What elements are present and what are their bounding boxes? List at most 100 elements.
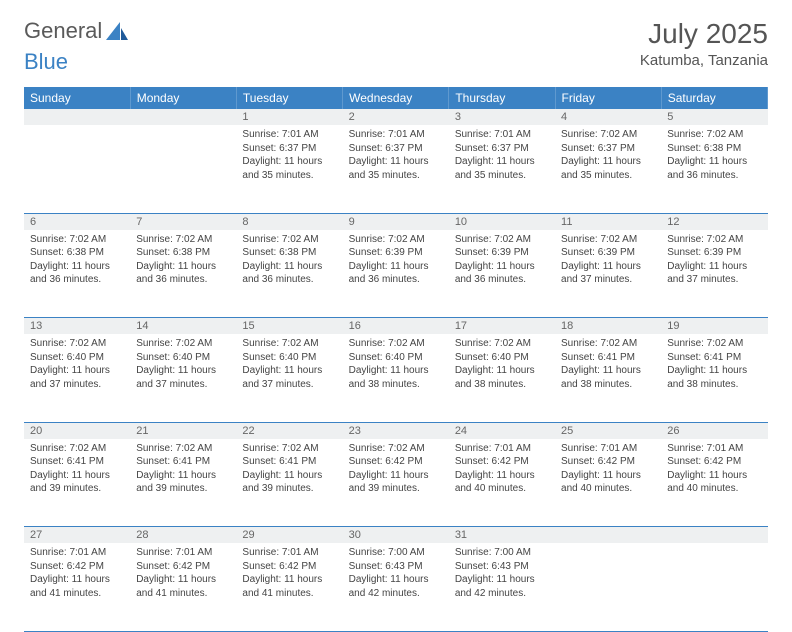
day-cell: Sunrise: 7:02 AMSunset: 6:39 PMDaylight:… bbox=[661, 230, 767, 318]
day-cell: Sunrise: 7:02 AMSunset: 6:41 PMDaylight:… bbox=[24, 439, 130, 527]
day-content: Sunrise: 7:02 AMSunset: 6:41 PMDaylight:… bbox=[236, 439, 342, 502]
daylight-line: Daylight: 11 hours and 35 minutes. bbox=[242, 155, 336, 182]
daylight-line: Daylight: 11 hours and 35 minutes. bbox=[455, 155, 549, 182]
daylight-line: Daylight: 11 hours and 39 minutes. bbox=[136, 469, 230, 496]
day-cell: Sunrise: 7:01 AMSunset: 6:37 PMDaylight:… bbox=[236, 125, 342, 213]
day-cell: Sunrise: 7:02 AMSunset: 6:41 PMDaylight:… bbox=[661, 334, 767, 422]
logo-blue: Blue bbox=[24, 49, 768, 75]
sunset-line: Sunset: 6:38 PM bbox=[667, 142, 761, 156]
day-number: 29 bbox=[236, 527, 342, 544]
day-number: 23 bbox=[343, 422, 449, 439]
sunrise-line: Sunrise: 7:01 AM bbox=[242, 128, 336, 142]
sunrise-line: Sunrise: 7:01 AM bbox=[30, 546, 124, 560]
daynum-row: 13141516171819 bbox=[24, 318, 768, 335]
day-content: Sunrise: 7:02 AMSunset: 6:41 PMDaylight:… bbox=[555, 334, 661, 397]
sunset-line: Sunset: 6:41 PM bbox=[30, 455, 124, 469]
day-number: 12 bbox=[661, 213, 767, 230]
sunset-line: Sunset: 6:42 PM bbox=[242, 560, 336, 574]
daylight-line: Daylight: 11 hours and 38 minutes. bbox=[561, 364, 655, 391]
day-number: 6 bbox=[24, 213, 130, 230]
day-cell: Sunrise: 7:01 AMSunset: 6:42 PMDaylight:… bbox=[555, 439, 661, 527]
sunrise-line: Sunrise: 7:02 AM bbox=[349, 442, 443, 456]
sunrise-line: Sunrise: 7:01 AM bbox=[349, 128, 443, 142]
daylight-line: Daylight: 11 hours and 37 minutes. bbox=[242, 364, 336, 391]
daylight-line: Daylight: 11 hours and 36 minutes. bbox=[349, 260, 443, 287]
logo-sail-icon bbox=[106, 22, 128, 40]
day-cell: Sunrise: 7:02 AMSunset: 6:38 PMDaylight:… bbox=[661, 125, 767, 213]
sunset-line: Sunset: 6:40 PM bbox=[30, 351, 124, 365]
daylight-line: Daylight: 11 hours and 40 minutes. bbox=[455, 469, 549, 496]
day-cell bbox=[661, 543, 767, 631]
day-cell: Sunrise: 7:02 AMSunset: 6:38 PMDaylight:… bbox=[130, 230, 236, 318]
day-cell: Sunrise: 7:01 AMSunset: 6:42 PMDaylight:… bbox=[661, 439, 767, 527]
sunset-line: Sunset: 6:39 PM bbox=[667, 246, 761, 260]
day-content: Sunrise: 7:02 AMSunset: 6:39 PMDaylight:… bbox=[343, 230, 449, 293]
day-content: Sunrise: 7:02 AMSunset: 6:39 PMDaylight:… bbox=[555, 230, 661, 293]
daylight-line: Daylight: 11 hours and 40 minutes. bbox=[561, 469, 655, 496]
sunrise-line: Sunrise: 7:02 AM bbox=[30, 442, 124, 456]
daylight-line: Daylight: 11 hours and 41 minutes. bbox=[136, 573, 230, 600]
sunset-line: Sunset: 6:37 PM bbox=[349, 142, 443, 156]
daylight-line: Daylight: 11 hours and 36 minutes. bbox=[136, 260, 230, 287]
sunrise-line: Sunrise: 7:00 AM bbox=[455, 546, 549, 560]
day-number: 18 bbox=[555, 318, 661, 335]
day-number: 16 bbox=[343, 318, 449, 335]
daylight-line: Daylight: 11 hours and 36 minutes. bbox=[242, 260, 336, 287]
sunset-line: Sunset: 6:41 PM bbox=[561, 351, 655, 365]
sunrise-line: Sunrise: 7:02 AM bbox=[242, 337, 336, 351]
sunrise-line: Sunrise: 7:02 AM bbox=[242, 233, 336, 247]
sunset-line: Sunset: 6:43 PM bbox=[349, 560, 443, 574]
day-content: Sunrise: 7:02 AMSunset: 6:37 PMDaylight:… bbox=[555, 125, 661, 188]
sunset-line: Sunset: 6:38 PM bbox=[136, 246, 230, 260]
daynum-row: 20212223242526 bbox=[24, 422, 768, 439]
day-number: 13 bbox=[24, 318, 130, 335]
day-header: Wednesday bbox=[343, 87, 449, 109]
sunrise-line: Sunrise: 7:02 AM bbox=[30, 233, 124, 247]
day-content: Sunrise: 7:00 AMSunset: 6:43 PMDaylight:… bbox=[449, 543, 555, 606]
week-row: Sunrise: 7:02 AMSunset: 6:41 PMDaylight:… bbox=[24, 439, 768, 527]
daylight-line: Daylight: 11 hours and 38 minutes. bbox=[455, 364, 549, 391]
day-cell: Sunrise: 7:02 AMSunset: 6:40 PMDaylight:… bbox=[24, 334, 130, 422]
daylight-line: Daylight: 11 hours and 37 minutes. bbox=[667, 260, 761, 287]
day-content: Sunrise: 7:02 AMSunset: 6:40 PMDaylight:… bbox=[236, 334, 342, 397]
day-content: Sunrise: 7:02 AMSunset: 6:40 PMDaylight:… bbox=[343, 334, 449, 397]
day-cell: Sunrise: 7:01 AMSunset: 6:42 PMDaylight:… bbox=[130, 543, 236, 631]
day-cell: Sunrise: 7:02 AMSunset: 6:38 PMDaylight:… bbox=[24, 230, 130, 318]
day-number: 2 bbox=[343, 109, 449, 125]
week-row: Sunrise: 7:02 AM Sunset: 6:40 PM Daylight:… bbox=[24, 334, 768, 422]
sunset-line: Sunset: 6:42 PM bbox=[136, 560, 230, 574]
day-cell: Sunrise: 7:02 AMSunset: 6:40 PMDaylight:… bbox=[449, 334, 555, 422]
day-cell: Sunrise: 7:02 AMSunset: 6:39 PMDaylight:… bbox=[343, 230, 449, 318]
sunset-line: Sunset: 6:42 PM bbox=[349, 455, 443, 469]
day-cell: Sunrise: 7:01 AMSunset: 6:42 PMDaylight:… bbox=[449, 439, 555, 527]
day-number: 20 bbox=[24, 422, 130, 439]
day-content: Sunrise: 7:02 AMSunset: 6:39 PMDaylight:… bbox=[449, 230, 555, 293]
day-content: Sunrise: 7:02 AMSunset: 6:41 PMDaylight:… bbox=[661, 334, 767, 397]
daylight-line: Daylight: 11 hours and 40 minutes. bbox=[667, 469, 761, 496]
logo-general: General bbox=[24, 18, 102, 44]
day-cell: Sunrise: 7:01 AMSunset: 6:42 PMDaylight:… bbox=[236, 543, 342, 631]
day-content: Sunrise: 7:01 AMSunset: 6:42 PMDaylight:… bbox=[24, 543, 130, 606]
sunset-line: Sunset: 6:39 PM bbox=[561, 246, 655, 260]
day-cell: Sunrise: 7:01 AMSunset: 6:42 PMDaylight:… bbox=[24, 543, 130, 631]
day-content: Sunrise: 7:01 AMSunset: 6:42 PMDaylight:… bbox=[661, 439, 767, 502]
day-cell: Sunrise: 7:00 AMSunset: 6:43 PMDaylight:… bbox=[343, 543, 449, 631]
daylight-line: Daylight: 11 hours and 39 minutes. bbox=[349, 469, 443, 496]
day-content: Sunrise: 7:02 AMSunset: 6:42 PMDaylight:… bbox=[343, 439, 449, 502]
day-content: Sunrise: 7:01 AMSunset: 6:37 PMDaylight:… bbox=[449, 125, 555, 188]
sunrise-line: Sunrise: 7:02 AM bbox=[136, 442, 230, 456]
daylight-line: Daylight: 11 hours and 41 minutes. bbox=[30, 573, 124, 600]
day-cell bbox=[130, 125, 236, 213]
daylight-line: Daylight: 11 hours and 39 minutes. bbox=[30, 469, 124, 496]
sunset-line: Sunset: 6:42 PM bbox=[561, 455, 655, 469]
day-number: 1 bbox=[236, 109, 342, 125]
day-header: Sunday bbox=[24, 87, 130, 109]
day-cell: Sunrise: 7:02 AMSunset: 6:41 PMDaylight:… bbox=[130, 439, 236, 527]
day-number: 19 bbox=[661, 318, 767, 335]
day-cell: Sunrise: 7:01 AMSunset: 6:37 PMDaylight:… bbox=[343, 125, 449, 213]
sunrise-line: Sunrise: 7:00 AM bbox=[349, 546, 443, 560]
sunrise-line: Sunrise: 7:02 AM bbox=[667, 128, 761, 142]
day-content: Sunrise: 7:02 AMSunset: 6:38 PMDaylight:… bbox=[236, 230, 342, 293]
day-cell: Sunrise: 7:02 AMSunset: 6:41 PMDaylight:… bbox=[236, 439, 342, 527]
sunrise-line: Sunrise: 7:02 AM bbox=[242, 442, 336, 456]
